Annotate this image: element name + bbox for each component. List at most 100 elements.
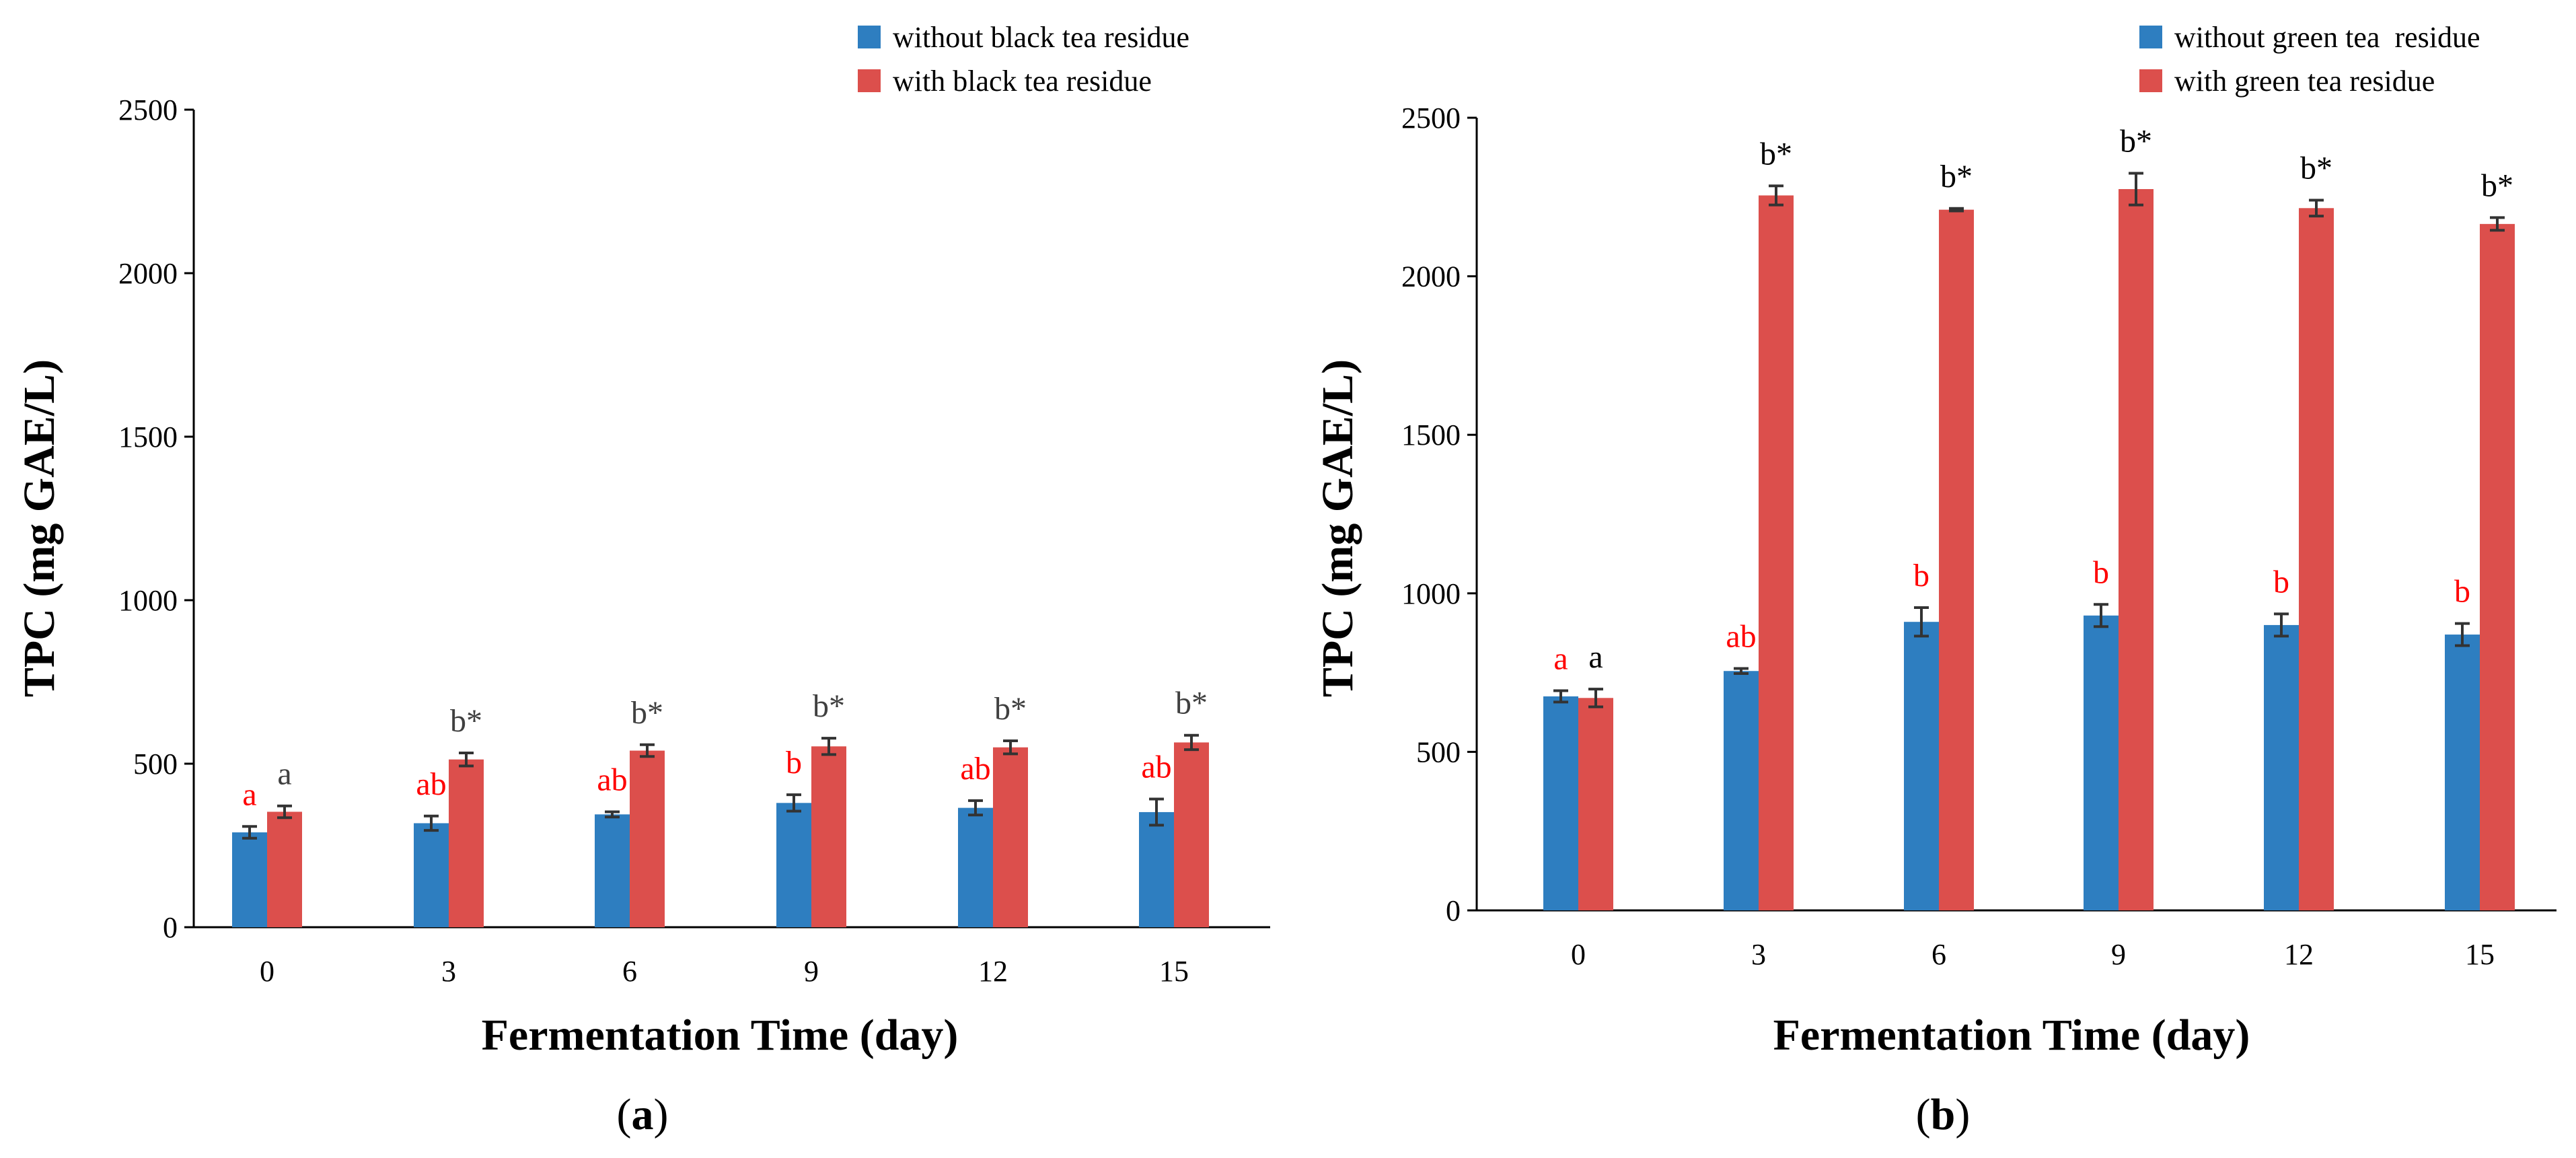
bar	[993, 747, 1028, 927]
y-tick-label: 500	[133, 748, 178, 781]
bar	[449, 759, 484, 927]
error-bar	[968, 799, 983, 817]
bar	[1939, 209, 1974, 911]
x-tick-label: 0	[1571, 938, 1586, 971]
error-bar	[605, 810, 620, 819]
chart-panel-b: TPC (mg GAE/L) Fermentation Time (day) (…	[1313, 21, 2556, 1139]
significance-letter: a	[242, 776, 256, 812]
significance-letter: b*	[631, 695, 663, 731]
x-tick-label: 3	[1751, 938, 1766, 971]
y-tick-label: 0	[1446, 894, 1461, 927]
significance-letter: b	[786, 745, 802, 781]
axes: 0 500 1000 1500 2000 2500 0 3 6 9 12 15	[118, 94, 1270, 988]
bar	[595, 814, 630, 927]
significance-letter: b*	[2300, 151, 2332, 186]
x-tick-label: 12	[978, 955, 1008, 988]
bar	[1543, 696, 1578, 910]
error-bar	[1914, 606, 1929, 638]
legend-label-with-green: with green tea residue	[2174, 65, 2435, 98]
x-tick-label: 6	[1931, 938, 1946, 971]
error-bar	[277, 804, 292, 820]
x-tick-label: 3	[441, 955, 456, 988]
x-tick-label: 9	[804, 955, 819, 988]
panel-label: (a)	[617, 1090, 669, 1139]
panel-letter: a	[632, 1090, 654, 1139]
significance-letter: ab	[416, 766, 446, 802]
error-bar	[1149, 797, 1164, 827]
error-bar	[459, 751, 474, 768]
significance-letter: b*	[1940, 159, 1973, 194]
significance-letter: b*	[2120, 123, 2152, 159]
error-bar	[1003, 739, 1018, 756]
y-tick-label: 2000	[1401, 260, 1461, 293]
error-bar	[424, 814, 439, 832]
y-tick-label: 1000	[1401, 577, 1461, 610]
error-bar	[821, 737, 836, 756]
significance-letter: b*	[813, 688, 845, 724]
y-tick-label: 500	[1416, 735, 1461, 768]
significance-letter: ab	[1726, 618, 1756, 654]
bar	[414, 823, 449, 927]
error-bar	[1949, 207, 1964, 213]
y-tick-label: 1500	[118, 421, 178, 454]
bar	[1904, 622, 1939, 910]
significance-letter: a	[1553, 641, 1568, 676]
error-bar	[2490, 216, 2505, 232]
bar	[2299, 208, 2334, 910]
error-bar	[1734, 667, 1749, 676]
bar	[1139, 811, 1174, 927]
legend: without black tea residue with black tea…	[858, 21, 1189, 98]
significance-letter: b	[2454, 574, 2470, 610]
y-axis-label: TPC (mg GAE/L)	[1313, 359, 1362, 697]
y-axis-label: TPC (mg GAE/L)	[15, 359, 64, 697]
x-tick-label: 15	[1159, 955, 1189, 988]
panel-label: (b)	[1916, 1090, 1971, 1139]
error-bar	[786, 793, 801, 813]
y-tick-label: 2500	[118, 94, 178, 126]
significance-letter: ab	[1141, 749, 1171, 785]
significance-letter: a	[1588, 639, 1603, 675]
bars: a ab b b b b a b* b* b* b* b*	[1543, 123, 2515, 911]
error-bar	[1184, 733, 1199, 752]
x-tick-label: 9	[2111, 938, 2126, 971]
bar	[232, 832, 267, 927]
bar	[2445, 635, 2480, 910]
x-axis-label: Fermentation Time (day)	[482, 1011, 959, 1060]
bar	[958, 807, 993, 927]
bar	[2264, 624, 2299, 910]
significance-letter: b	[2273, 564, 2289, 600]
bar	[1174, 742, 1209, 927]
chart-panel-a: TPC (mg GAE/L) Fermentation Time (day) (…	[15, 21, 1270, 1139]
x-tick-label: 0	[260, 955, 274, 988]
legend-swatch-without-black	[858, 26, 881, 48]
legend-label-without-green: without green tea residue	[2174, 21, 2480, 54]
bar	[2084, 615, 2119, 910]
significance-letter: b	[2093, 554, 2109, 590]
error-bar	[2455, 622, 2470, 647]
y-tick-label: 1500	[1401, 419, 1461, 451]
significance-letter: b*	[450, 703, 482, 739]
significance-letter: b	[1913, 558, 1929, 593]
bar	[2119, 189, 2154, 910]
bar	[776, 803, 811, 927]
bar	[1759, 195, 1794, 911]
x-tick-label: 15	[2465, 938, 2495, 971]
bar	[630, 750, 665, 927]
significance-letter: b*	[994, 691, 1027, 727]
error-bar	[242, 825, 257, 840]
x-tick-label: 6	[622, 955, 637, 988]
panel-letter: b	[1931, 1090, 1956, 1139]
bar	[2480, 223, 2515, 910]
bar	[1724, 671, 1759, 910]
error-bar	[2309, 198, 2324, 218]
x-tick-label: 12	[2284, 938, 2314, 971]
y-tick-label: 2500	[1401, 102, 1461, 135]
error-bar	[1553, 689, 1568, 704]
bar	[1578, 698, 1613, 910]
error-bar	[1588, 688, 1603, 709]
legend-label-without-black: without black tea residue	[893, 21, 1189, 54]
x-axis-label: Fermentation Time (day)	[1773, 1011, 2250, 1060]
error-bar	[2129, 172, 2143, 207]
